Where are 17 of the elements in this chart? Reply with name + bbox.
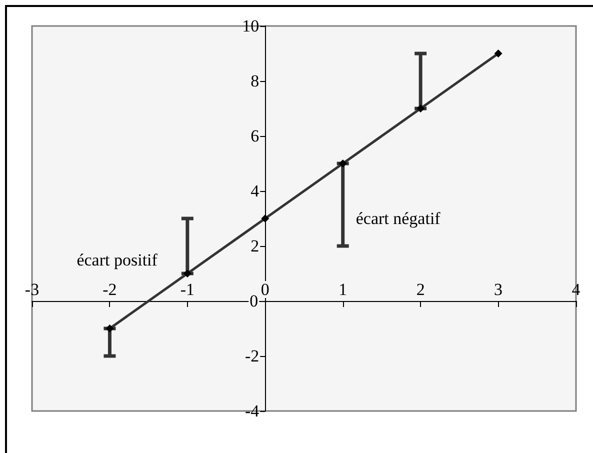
y-tick-label: -4 (244, 402, 260, 420)
x-tick-label: -2 (102, 280, 117, 299)
x-tick-label: 3 (494, 280, 503, 299)
annotation: écart négatif (356, 209, 441, 228)
y-tick-label: 8 (250, 72, 260, 90)
y-tick-label: 2 (250, 236, 260, 256)
x-tick-label: 1 (338, 280, 348, 299)
y-tick-label: 4 (250, 182, 260, 200)
y-tick-label: 0 (250, 292, 258, 310)
x-tick-label: 2 (416, 280, 425, 299)
annotation: écart positif (76, 250, 158, 270)
x-tick-label: -3 (24, 280, 40, 299)
x-tick-label: -1 (180, 280, 195, 299)
x-tick-label: 4 (572, 280, 581, 299)
y-tick-label: 10 (242, 16, 260, 36)
y-tick-label: -2 (244, 346, 260, 366)
y-tick-label: 6 (250, 126, 260, 146)
